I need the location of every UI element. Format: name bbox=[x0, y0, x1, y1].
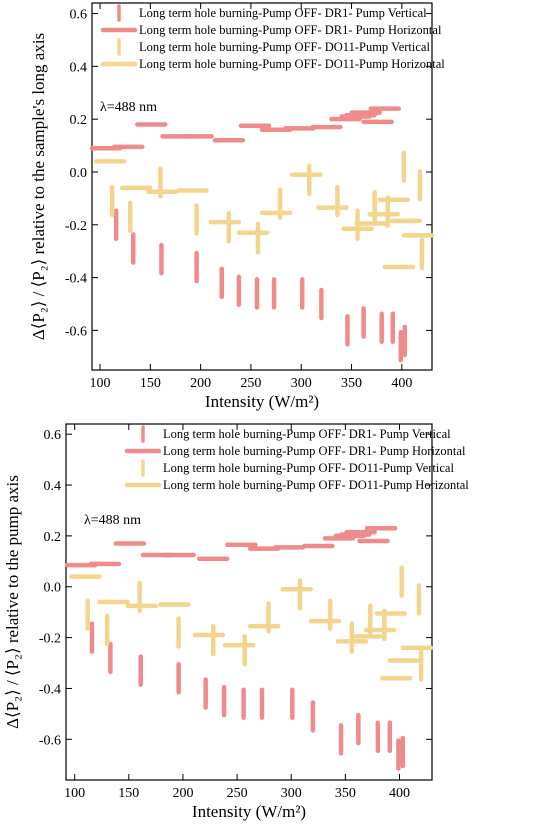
y-tick-label: -0.4 bbox=[65, 272, 87, 287]
y-tick-label: 0.6 bbox=[70, 8, 88, 23]
x-axis-title: Intensity (W/m²) bbox=[192, 802, 306, 821]
y-tick-label: 0.0 bbox=[44, 581, 62, 596]
y-tick-label: 0.4 bbox=[70, 60, 88, 75]
series-2 bbox=[64, 526, 398, 568]
legend: Long term hole burning-Pump OFF- DR1- Pu… bbox=[124, 425, 469, 492]
x-tick-label: 100 bbox=[90, 376, 111, 391]
y-tick-label: -0.4 bbox=[39, 682, 61, 697]
wavelength-annotation: λ=488 nm bbox=[84, 513, 141, 528]
y-tick-label: -0.6 bbox=[39, 733, 61, 748]
x-tick-label: 250 bbox=[240, 376, 261, 391]
x-tick-label: 200 bbox=[172, 786, 193, 801]
legend-label: Long term hole burning-Pump OFF- DO11-Pu… bbox=[139, 40, 430, 54]
x-tick-label: 150 bbox=[140, 376, 161, 391]
y-tick-label: 0.2 bbox=[44, 530, 62, 545]
plot-frame bbox=[91, 2, 433, 371]
y-tick-label: 0.6 bbox=[44, 428, 62, 443]
x-axis-title: Intensity (W/m²) bbox=[205, 392, 319, 411]
legend-label: Long term hole burning-Pump OFF- DO11-Pu… bbox=[163, 461, 454, 475]
x-tick-label: 250 bbox=[227, 786, 248, 801]
x-tick-label: 400 bbox=[391, 376, 412, 391]
legend-label: Long term hole burning-Pump OFF- DR1- Pu… bbox=[139, 23, 442, 37]
x-tick-label: 200 bbox=[190, 376, 211, 391]
legend: Long term hole burning-Pump OFF- DR1- Pu… bbox=[100, 4, 445, 71]
x-tick-label: 300 bbox=[281, 786, 302, 801]
series-3 bbox=[109, 150, 425, 271]
y-axis-title: Δ⟨P₂⟩ / ⟨P₂⟩ relative to the pump axis bbox=[3, 475, 22, 729]
wavelength-annotation: λ=488 nm bbox=[100, 100, 157, 115]
y-tick-label: -0.2 bbox=[39, 632, 61, 647]
chart-panel-1: 100 150 200 250 300 350 400 -0.6 -0.4 -0.2 0.0 0.2 0… bbox=[29, 2, 445, 411]
y-tick-label: 0.0 bbox=[70, 166, 88, 181]
legend-label: Long term hole burning-Pump OFF- DR1- Pu… bbox=[163, 427, 451, 441]
series-1 bbox=[89, 621, 406, 771]
legend-label: Long term hole burning-Pump OFF- DR1- Pu… bbox=[163, 444, 466, 458]
x-tick-label: 100 bbox=[64, 786, 85, 801]
series-3 bbox=[85, 565, 424, 682]
y-axis-title: Δ⟨P₂⟩ / ⟨P₂⟩ relative to the sample's lo… bbox=[29, 33, 48, 340]
series-1 bbox=[113, 208, 408, 363]
legend-label: Long term hole burning-Pump OFF- DR1- Pu… bbox=[139, 6, 427, 20]
legend-label: Long term hole burning-Pump OFF- DO11-Pu… bbox=[139, 57, 445, 71]
y-tick-label: 0.2 bbox=[70, 113, 88, 128]
series-2 bbox=[89, 106, 401, 151]
x-tick-label: 400 bbox=[389, 786, 410, 801]
x-tick-label: 350 bbox=[335, 786, 356, 801]
y-tick-label: -0.2 bbox=[65, 219, 87, 234]
x-tick-label: 150 bbox=[118, 786, 139, 801]
x-tick-label: 300 bbox=[291, 376, 312, 391]
series-4 bbox=[93, 159, 435, 270]
plot-frame bbox=[65, 423, 433, 781]
x-tick-label: 350 bbox=[341, 376, 362, 391]
y-tick-label: 0.4 bbox=[44, 479, 62, 494]
legend-label: Long term hole burning-Pump OFF- DO11-Pu… bbox=[163, 478, 469, 492]
chart-panel-2: 100 150 200 250 300 350 400 -0.6 -0.4 -0.2 0.0 0.2 0… bbox=[3, 423, 469, 821]
series-4 bbox=[69, 574, 434, 681]
y-tick-label: -0.6 bbox=[65, 324, 87, 339]
